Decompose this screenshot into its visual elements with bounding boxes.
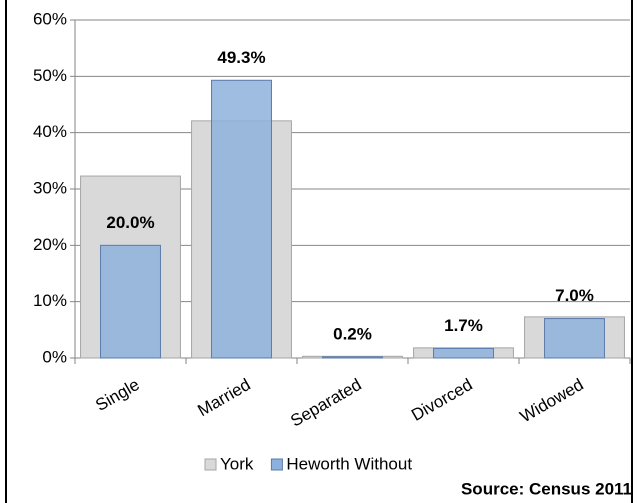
y-tick-label: 60%: [33, 9, 67, 28]
data-label: 1.7%: [444, 316, 483, 335]
legend-swatch: [270, 458, 283, 471]
data-label: 20.0%: [106, 213, 154, 232]
y-tick-label: 20%: [33, 235, 67, 254]
y-tick-label: 30%: [33, 178, 67, 197]
bar: [211, 79, 272, 359]
bar: [322, 356, 383, 359]
data-label: 0.2%: [333, 324, 372, 343]
y-tick-label: 40%: [33, 122, 67, 141]
bar: [100, 244, 161, 359]
data-label: 7.0%: [555, 286, 594, 305]
legend-label: York: [220, 454, 254, 473]
y-tick-label: 0%: [42, 347, 67, 366]
y-tick-label: 50%: [33, 66, 67, 85]
bar: [433, 347, 494, 359]
legend-label: Heworth Without: [286, 454, 412, 473]
source-note: Source: Census 2011: [461, 479, 632, 498]
data-label: 49.3%: [217, 48, 265, 67]
y-tick-label: 10%: [33, 291, 67, 310]
legend-swatch: [204, 458, 217, 471]
bar: [544, 318, 605, 359]
